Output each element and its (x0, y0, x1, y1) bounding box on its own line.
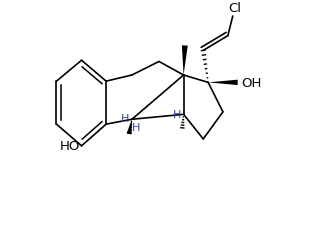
Text: H: H (131, 122, 140, 132)
Polygon shape (208, 80, 238, 86)
Text: H: H (173, 110, 182, 120)
Text: OH: OH (241, 77, 262, 89)
Text: H: H (121, 114, 129, 123)
Text: HO: HO (59, 140, 80, 153)
Text: Cl: Cl (228, 2, 241, 14)
Polygon shape (127, 120, 132, 135)
Polygon shape (182, 46, 188, 76)
